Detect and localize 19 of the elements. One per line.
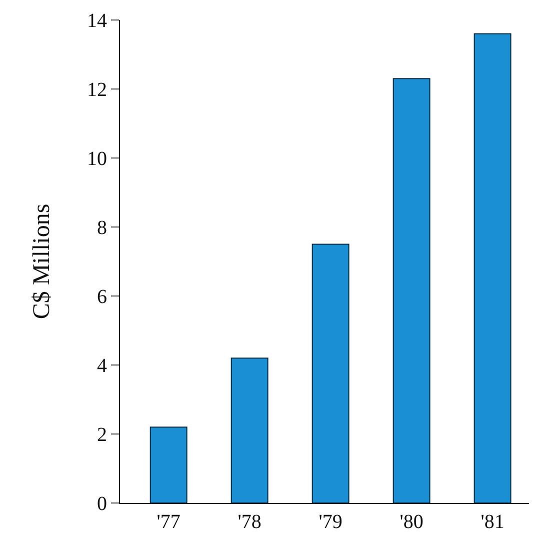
y-tick-label: 10	[87, 148, 107, 170]
x-tick-label: '80	[400, 511, 424, 533]
bar	[312, 244, 350, 503]
y-axis-title: C$ Millions	[29, 204, 56, 320]
x-tick-label: '77	[156, 511, 180, 533]
y-tick-label: 14	[87, 10, 107, 32]
x-tick-label: '81	[480, 511, 504, 533]
y-tick-label: 12	[87, 79, 107, 101]
y-tick-label: 6	[97, 286, 107, 308]
x-tick-label: '78	[238, 511, 262, 533]
bar	[474, 33, 512, 503]
bar	[392, 78, 430, 503]
y-tick-label: 0	[97, 493, 107, 515]
y-tick-label: 8	[97, 217, 107, 239]
y-tick-label: 2	[97, 424, 107, 446]
y-tick-label: 4	[97, 355, 107, 377]
x-tick-label: '79	[318, 511, 342, 533]
bar	[230, 358, 268, 503]
bar	[150, 426, 188, 503]
